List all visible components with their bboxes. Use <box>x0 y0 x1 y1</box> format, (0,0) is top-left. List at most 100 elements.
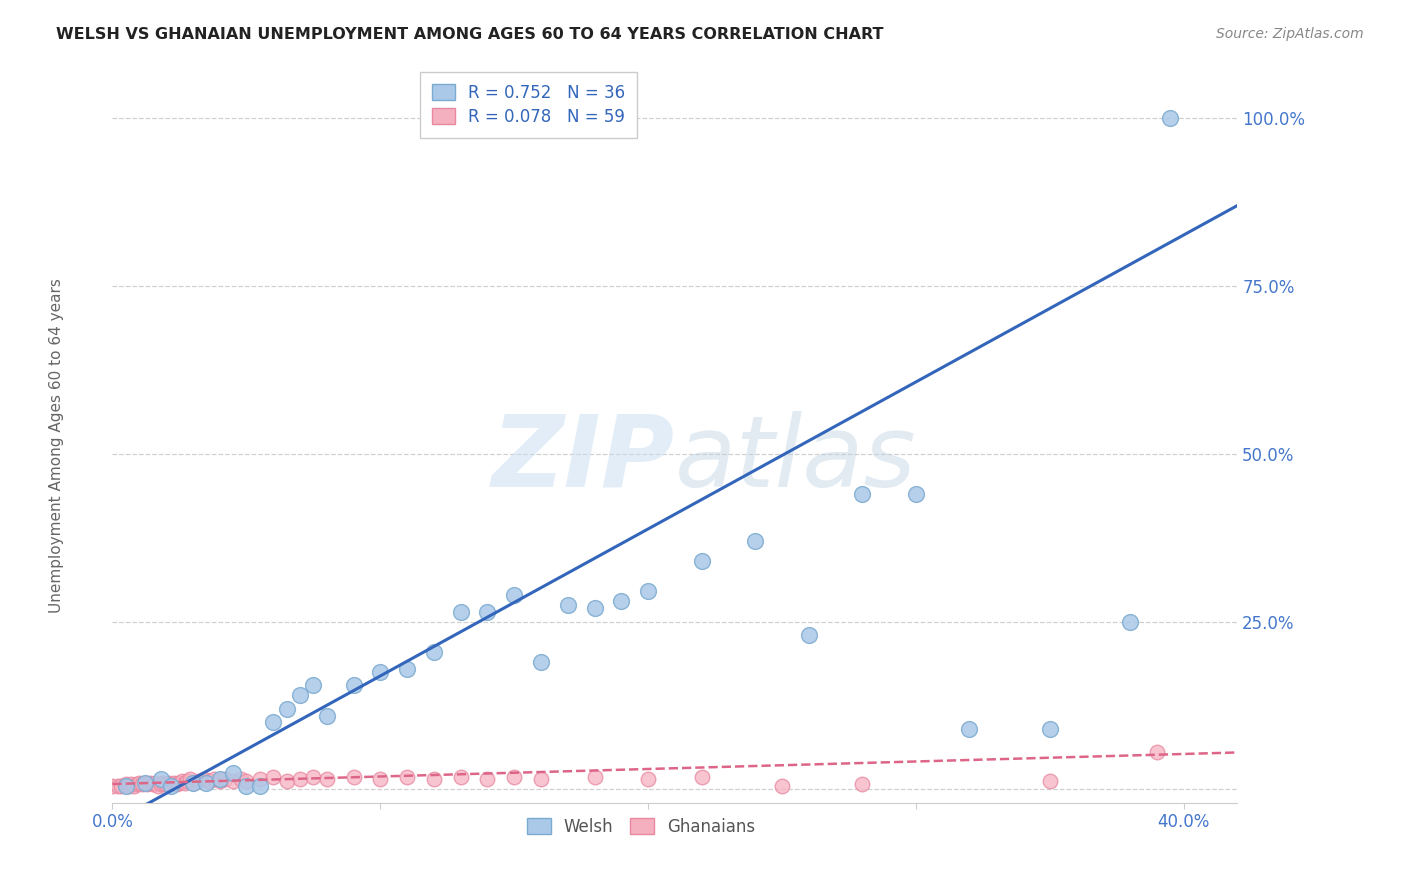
Point <box>172 774 194 789</box>
Point <box>1146 746 1168 760</box>
Point <box>583 770 606 784</box>
Point <box>477 772 499 787</box>
Point <box>235 779 257 793</box>
Point <box>503 770 526 784</box>
Point <box>530 655 553 669</box>
Point <box>149 777 172 791</box>
Point <box>610 594 633 608</box>
Point <box>770 779 793 793</box>
Point <box>208 772 231 787</box>
Point <box>1119 615 1142 629</box>
Point <box>368 665 391 679</box>
Point <box>160 777 183 791</box>
Point <box>288 772 311 787</box>
Point <box>181 775 204 789</box>
Point <box>195 775 218 789</box>
Point <box>134 775 156 789</box>
Point <box>166 777 188 791</box>
Point <box>797 628 820 642</box>
Point <box>342 678 364 692</box>
Point <box>214 772 236 787</box>
Point <box>143 775 166 789</box>
Point <box>202 772 225 787</box>
Point <box>276 702 298 716</box>
Point <box>302 678 325 692</box>
Point <box>262 770 284 784</box>
Point <box>1039 774 1062 789</box>
Point <box>208 774 231 789</box>
Point <box>120 777 142 791</box>
Point <box>222 774 245 789</box>
Point <box>169 775 191 789</box>
Point <box>136 777 159 791</box>
Point <box>530 772 553 787</box>
Point <box>315 708 337 723</box>
Point <box>101 779 124 793</box>
Point <box>249 772 271 787</box>
Point <box>851 777 873 791</box>
Point <box>342 770 364 784</box>
Point <box>146 779 169 793</box>
Point <box>423 645 446 659</box>
Text: Source: ZipAtlas.com: Source: ZipAtlas.com <box>1216 27 1364 41</box>
Point <box>503 588 526 602</box>
Point <box>128 775 150 789</box>
Point <box>163 775 186 789</box>
Point <box>235 774 257 789</box>
Point <box>152 775 174 789</box>
Point <box>181 775 204 789</box>
Point <box>193 772 215 787</box>
Point <box>107 779 129 793</box>
Point <box>477 605 499 619</box>
Point <box>110 779 132 793</box>
Point <box>368 772 391 787</box>
Point <box>288 689 311 703</box>
Point <box>157 775 180 789</box>
Point <box>187 774 209 789</box>
Point <box>396 662 419 676</box>
Point <box>276 774 298 789</box>
Point <box>125 777 148 791</box>
Point <box>1159 112 1181 126</box>
Point <box>134 775 156 789</box>
Point <box>155 777 177 791</box>
Point <box>198 774 221 789</box>
Text: WELSH VS GHANAIAN UNEMPLOYMENT AMONG AGES 60 TO 64 YEARS CORRELATION CHART: WELSH VS GHANAIAN UNEMPLOYMENT AMONG AGE… <box>56 27 884 42</box>
Point <box>139 775 162 789</box>
Point <box>851 487 873 501</box>
Legend: Welsh, Ghanaians: Welsh, Ghanaians <box>517 807 765 846</box>
Point <box>637 772 659 787</box>
Point <box>149 772 172 787</box>
Point <box>690 554 713 568</box>
Text: ZIP: ZIP <box>492 410 675 508</box>
Point <box>396 770 419 784</box>
Point <box>176 774 198 789</box>
Point <box>959 722 981 736</box>
Point <box>583 601 606 615</box>
Point <box>117 779 139 793</box>
Point <box>115 779 138 793</box>
Point <box>173 775 195 789</box>
Point <box>450 605 472 619</box>
Point <box>904 487 927 501</box>
Point <box>302 770 325 784</box>
Point <box>262 715 284 730</box>
Point <box>131 777 153 791</box>
Point <box>229 772 252 787</box>
Point <box>690 770 713 784</box>
Point <box>179 772 201 787</box>
Point <box>1039 722 1062 736</box>
Point <box>222 765 245 780</box>
Point <box>142 777 165 791</box>
Point <box>315 772 337 787</box>
Point <box>423 772 446 787</box>
Point <box>637 584 659 599</box>
Point <box>249 779 271 793</box>
Point <box>744 534 766 549</box>
Text: atlas: atlas <box>675 410 917 508</box>
Point <box>122 779 145 793</box>
Point <box>450 770 472 784</box>
Point <box>160 779 183 793</box>
Point <box>115 777 138 791</box>
Text: Unemployment Among Ages 60 to 64 years: Unemployment Among Ages 60 to 64 years <box>49 278 63 614</box>
